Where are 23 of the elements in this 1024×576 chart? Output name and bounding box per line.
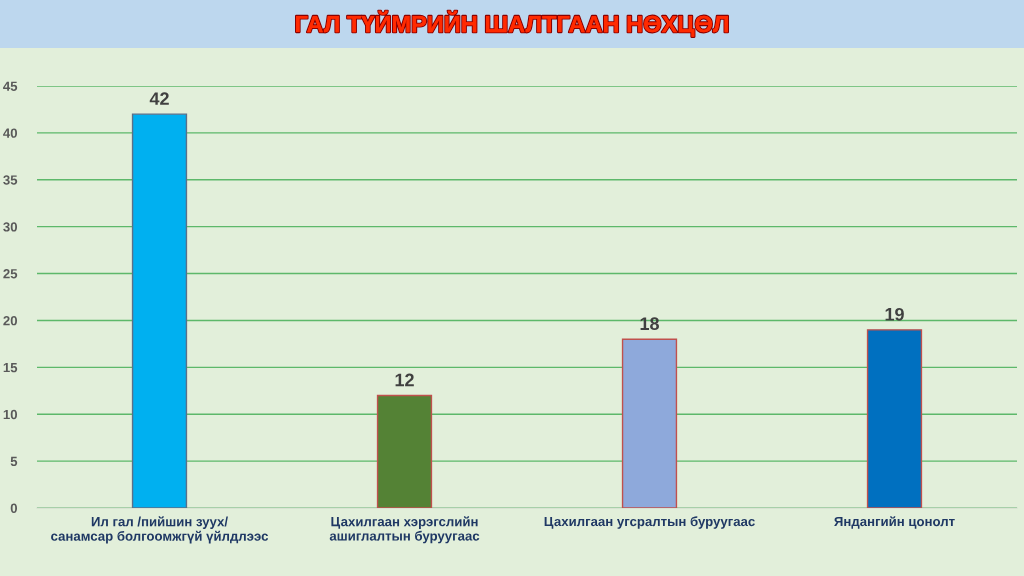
data-label: 12 [395, 373, 414, 387]
x-tick-label: Цахилгаан угсралтын буруугаас [544, 516, 755, 529]
data-label: 42 [149, 92, 169, 105]
data-label: 19 [885, 307, 904, 321]
chart-title: ГАЛ ТҮЙМРИЙН ШАЛТГААН НӨХЦӨЛ [296, 10, 728, 37]
y-tick-label: 35 [3, 175, 18, 185]
y-tick-label: 30 [3, 222, 18, 232]
x-tick-label: Ил гал /пийшин зуух/ санамсар болгоомжгүй үйлдлээс [51, 516, 269, 544]
bar [376, 394, 433, 508]
y-tick-label: 40 [3, 128, 18, 138]
y-tick-label: 20 [3, 316, 18, 326]
bar [866, 329, 923, 508]
bar [621, 338, 678, 508]
bar [131, 113, 188, 508]
y-tick-label: 5 [10, 456, 18, 467]
y-tick-label: 0 [10, 503, 18, 513]
y-tick-label: 25 [3, 269, 18, 279]
y-tick-label: 15 [3, 363, 18, 373]
data-label: 18 [640, 317, 659, 331]
x-tick-label: Цахилгаан хэрэгслийн ашиглалтын буруугаас [329, 516, 480, 544]
y-tick-label: 10 [3, 409, 18, 420]
x-tick-label: Яндангийн цонолт [834, 516, 955, 529]
y-tick-label: 45 [3, 81, 18, 91]
